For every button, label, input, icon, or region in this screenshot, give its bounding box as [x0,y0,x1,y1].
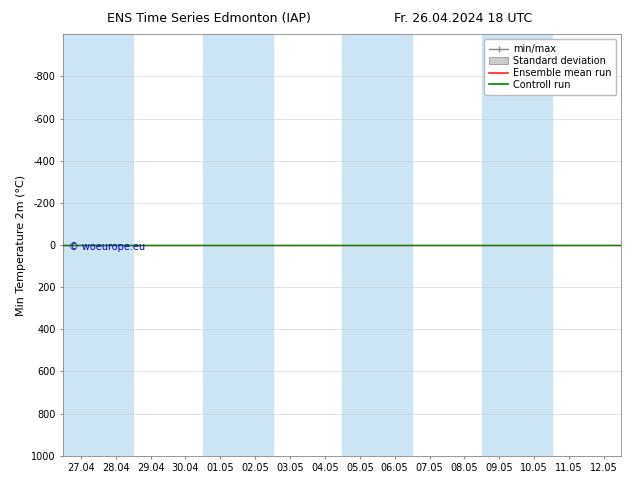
Legend: min/max, Standard deviation, Ensemble mean run, Controll run: min/max, Standard deviation, Ensemble me… [484,39,616,95]
Bar [98,34,133,456]
Bar [342,34,377,456]
Y-axis label: Min Temperature 2m (°C): Min Temperature 2m (°C) [16,174,26,316]
Bar [203,34,238,456]
Bar [238,34,273,456]
Text: ENS Time Series Edmonton (IAP): ENS Time Series Edmonton (IAP) [107,12,311,25]
Bar [377,34,412,456]
Text: © woeurope.eu: © woeurope.eu [69,242,145,252]
Bar [63,34,98,456]
Bar [517,34,552,456]
Text: Fr. 26.04.2024 18 UTC: Fr. 26.04.2024 18 UTC [394,12,532,25]
Bar [482,34,517,456]
